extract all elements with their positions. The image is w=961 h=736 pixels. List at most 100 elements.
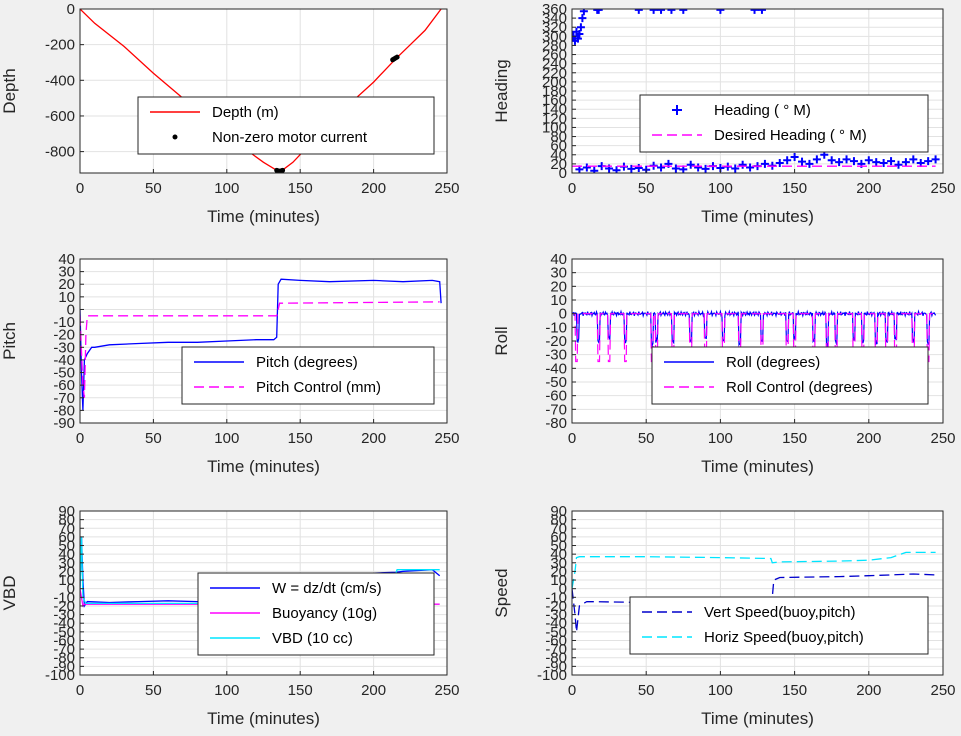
data-point [657,9,666,14]
legend-label: VBD (10 cc) [272,630,353,647]
y-tick-label: 40 [550,251,567,268]
y-tick-label: -200 [45,37,75,54]
x-tick-label: 150 [782,430,807,447]
x-tick-label: 200 [361,430,386,447]
x-tick-label: 50 [638,180,655,197]
panel-speed: 0 50 100 150 200 2509080706050403020100-10-20… [492,503,956,728]
legend-label: Desired Heading ( ° M) [714,127,867,144]
legend: Heading ( ° M) Desired Heading ( ° M) [639,94,929,153]
y-tick-label: -50 [545,374,567,391]
y-tick-label: -40 [545,615,567,632]
y-tick-label: 220 [542,65,567,82]
x-tick-label: 100 [214,682,239,699]
y-tick-label: -80 [53,402,75,419]
data-point [849,157,858,166]
y-tick-label: 80 [550,512,567,529]
data-point [671,164,680,173]
x-tick-label: 150 [288,682,313,699]
y-tick-label: 20 [58,276,75,293]
y-tick-label: 10 [550,292,567,309]
legend-marker [672,105,682,115]
y-tick-label: 0 [559,581,567,598]
y-axis-label: Depth [0,68,19,113]
x-tick-label: 200 [361,180,386,197]
x-tick-label: 200 [856,180,881,197]
y-tick-label: -800 [45,144,75,161]
data-point [634,163,643,172]
x-tick-label: 100 [708,180,733,197]
x-tick-label: 100 [708,682,733,699]
y-tick-label: -80 [545,650,567,667]
x-tick-label: 50 [638,682,655,699]
x-tick-label: 0 [568,682,576,699]
data-point [573,34,582,43]
data-point [694,163,703,172]
y-tick-label: -70 [53,390,75,407]
data-point [757,9,766,14]
x-axis-label: Time (minutes) [701,457,814,476]
data-point [394,54,400,60]
y-tick-label: -60 [545,388,567,405]
data-point [812,155,821,164]
y-tick-label: -80 [545,415,567,432]
x-tick-label: 200 [856,682,881,699]
y-tick-label: -50 [53,624,75,641]
axes-frame [79,258,448,424]
series-speed-1 [572,551,936,589]
data-point [701,164,710,173]
y-axis-label: VBD [0,576,19,611]
data-point [887,157,896,166]
series-group [572,309,937,363]
y-tick-label: 300 [542,28,567,45]
y-tick-label: 0 [67,581,75,598]
y-tick-label: 10 [58,289,75,306]
x-tick-label: 100 [708,430,733,447]
y-tick-label: 0 [559,165,567,182]
y-tick-label: -70 [545,401,567,418]
legend: W = dz/dt (cm/s) Buoyancy (10g) VBD (10 cc… [197,572,435,656]
x-tick-label: 0 [568,430,576,447]
x-tick-label: 100 [214,430,239,447]
series-group [80,278,442,411]
x-tick-label: 150 [288,180,313,197]
data-point [879,158,888,167]
y-tick-label: -90 [53,415,75,432]
y-tick-label: 60 [58,529,75,546]
y-tick-label: -100 [45,667,75,684]
y-tick-label: 200 [542,74,567,91]
y-tick-label: -30 [53,607,75,624]
data-point [667,9,676,14]
legend-label: Buoyancy (10g) [272,605,377,622]
y-tick-label: 80 [58,512,75,529]
legend-box [639,94,929,153]
legend-label: Depth (m) [212,104,279,121]
data-point [578,14,587,23]
y-tick-label: 60 [550,529,567,546]
data-point [627,164,636,173]
y-tick-label: 10 [550,572,567,589]
axes-frame [571,510,944,676]
x-tick-label: 150 [288,430,313,447]
y-tick-label: 40 [550,147,567,164]
y-tick-label: 360 [542,1,567,18]
y-tick-label: 30 [58,264,75,281]
data-point [686,160,695,169]
y-tick-label: 20 [58,563,75,580]
y-tick-label: 160 [542,92,567,109]
y-tick-label: -90 [53,658,75,675]
y-tick-label: 90 [58,503,75,520]
y-tick-label: 60 [550,138,567,155]
data-point [827,156,836,165]
data-point [835,158,844,167]
y-tick-label: -30 [545,607,567,624]
legend-box [197,572,435,656]
legend: Pitch (degrees) Pitch Control (mm) [181,346,435,405]
x-tick-label: 250 [930,682,955,699]
y-tick-label: 260 [542,47,567,64]
legend-label: Roll (degrees) [726,354,820,371]
y-tick-label: 80 [550,129,567,146]
y-tick-label: -70 [545,641,567,658]
legend-label: W = dz/dt (cm/s) [272,580,382,597]
